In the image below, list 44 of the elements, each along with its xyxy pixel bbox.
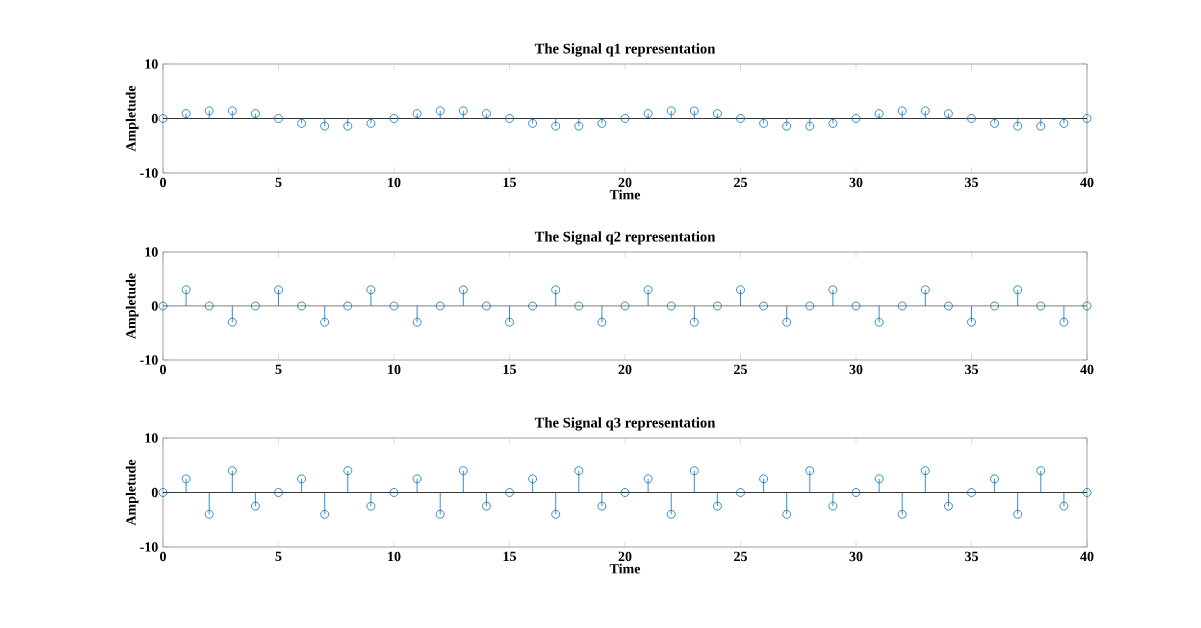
x-tick-label: 0 — [160, 177, 166, 188]
x-tick-label: 5 — [275, 364, 282, 375]
x-tick-label: 40 — [1080, 177, 1094, 188]
x-tick-label: 10 — [388, 551, 401, 562]
y-axis-title: Ampletude — [125, 459, 139, 526]
x-tick-label: 10 — [388, 177, 401, 188]
y-tick-label: 10 — [145, 247, 158, 257]
y-tick-label: 10 — [145, 433, 158, 443]
y-tick-label: 0 — [151, 113, 158, 124]
x-tick-label: 20 — [618, 177, 632, 188]
x-tick-label: 15 — [503, 177, 516, 188]
y-tick-label: -10 — [140, 355, 158, 365]
x-tick-label: 35 — [965, 364, 978, 375]
x-tick-label: 35 — [965, 551, 978, 562]
chart-title: The Signal q3 representation — [534, 417, 716, 431]
x-tick-label: 0 — [160, 364, 166, 375]
x-tick-label: 30 — [849, 364, 863, 375]
x-tick-label: 15 — [503, 551, 516, 562]
y-axis-title: Ampletude — [125, 273, 139, 339]
y-axis-title: Ampletude — [125, 85, 139, 152]
x-tick-label: 10 — [388, 364, 401, 375]
x-tick-label: 0 — [160, 551, 166, 562]
chart-title: The Signal q2 representation — [534, 231, 716, 245]
y-tick-label: 10 — [145, 59, 158, 69]
x-tick-label: 25 — [734, 177, 747, 188]
y-tick-label: -10 — [140, 168, 158, 178]
x-tick-label: 35 — [965, 177, 978, 188]
x-tick-label: 25 — [734, 364, 747, 375]
y-tick-label: 0 — [151, 301, 158, 311]
x-tick-label: 25 — [734, 551, 747, 562]
x-tick-label: 5 — [275, 177, 282, 188]
x-tick-label: 30 — [849, 551, 863, 562]
x-axis-title: Time — [609, 563, 641, 574]
x-axis-title: Time — [609, 189, 641, 200]
x-tick-label: 40 — [1080, 551, 1094, 562]
x-tick-label: 20 — [618, 364, 632, 375]
x-tick-label: 15 — [503, 364, 516, 375]
y-tick-label: 0 — [151, 487, 158, 498]
x-tick-label: 40 — [1080, 364, 1094, 375]
y-tick-label: -10 — [140, 542, 158, 552]
x-tick-label: 30 — [849, 177, 863, 188]
x-tick-label: 20 — [618, 551, 632, 562]
x-tick-label: 5 — [275, 551, 282, 562]
chart-title: The Signal q1 representation — [534, 43, 716, 57]
